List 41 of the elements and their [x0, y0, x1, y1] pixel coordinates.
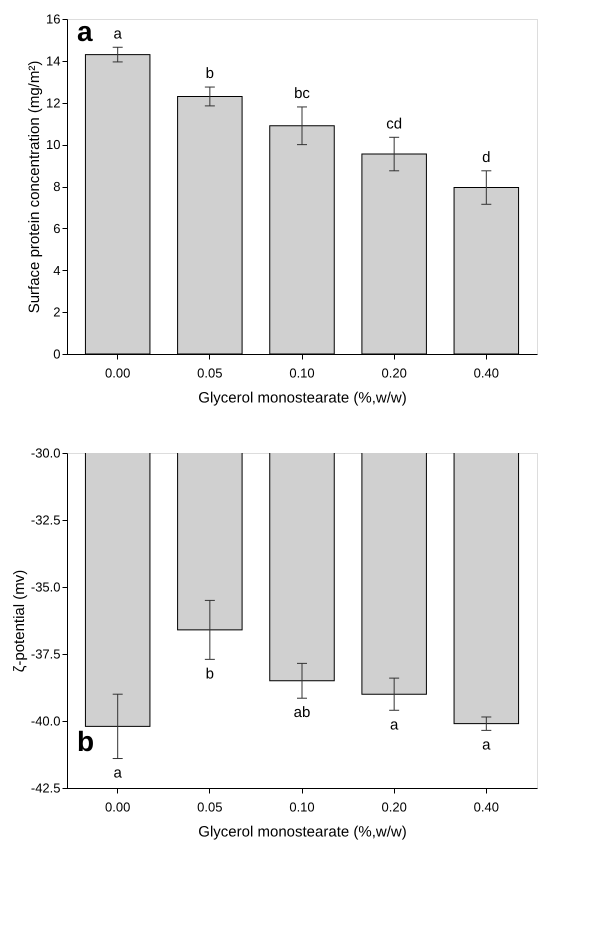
- annotation: ab: [294, 704, 310, 722]
- y-tick-label: 2: [53, 304, 60, 320]
- annotation: bc: [294, 84, 310, 102]
- y-tick-label: -35.0: [30, 580, 60, 594]
- annotation: d: [482, 148, 490, 166]
- y-tick-label: -32.5: [30, 512, 60, 528]
- x-tick-label: 0.10: [289, 366, 315, 380]
- annotation: b: [206, 65, 214, 82]
- y-tick-label: 4: [53, 262, 60, 278]
- x-tick-label: 0.05: [197, 366, 222, 380]
- annotation: cd: [386, 115, 402, 132]
- x-tick-label: 0.05: [197, 800, 222, 814]
- y-tick-label: 6: [53, 220, 60, 236]
- x-tick-label: 0.20: [382, 800, 407, 814]
- y-tick-label: 14: [46, 53, 60, 68]
- annotation: a: [77, 16, 93, 47]
- y-tick-label: -42.5: [30, 780, 60, 796]
- annotation: b: [206, 665, 214, 682]
- y-tick-label: 10: [46, 137, 60, 152]
- y-tick-label: 12: [46, 95, 60, 110]
- x-tick-label: 0.40: [474, 800, 499, 814]
- y-tick-label: 16: [46, 12, 60, 26]
- y-axis-title: Surface protein concentration (mg/m²): [26, 60, 44, 314]
- annotation: a: [114, 764, 123, 782]
- y-tick-label: 0: [53, 346, 60, 362]
- y-tick-label: 8: [53, 179, 60, 194]
- annotation: a: [114, 25, 123, 42]
- annotation: b: [77, 726, 94, 757]
- y-tick-label: -40.0: [30, 714, 60, 728]
- x-tick-label: 0.10: [289, 800, 315, 814]
- y-tick-label: -30.0: [30, 446, 60, 460]
- x-tick-label: 0.20: [382, 366, 407, 380]
- annotation: a: [482, 736, 492, 754]
- x-axis-title: Glycerol monostearate (%,w/w): [198, 390, 407, 406]
- x-axis-title: Glycerol monostearate (%,w/w): [198, 824, 407, 840]
- y-tick-label: -37.5: [30, 646, 60, 662]
- annotation: a: [390, 716, 399, 734]
- y-axis-title: ζ-potential (mv): [10, 570, 28, 672]
- x-tick-label: 0.40: [474, 366, 499, 380]
- x-tick-label: 0.00: [105, 800, 130, 814]
- x-tick-label: 0.00: [105, 366, 130, 380]
